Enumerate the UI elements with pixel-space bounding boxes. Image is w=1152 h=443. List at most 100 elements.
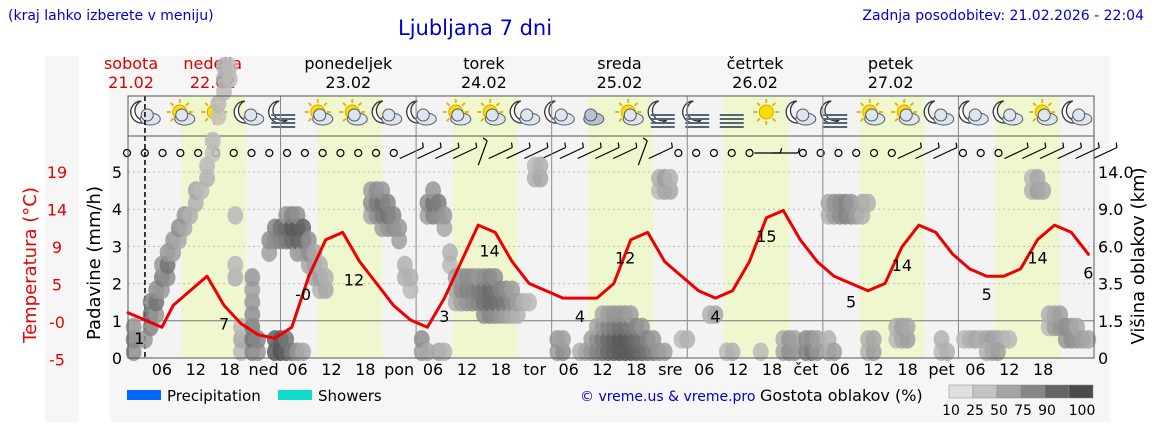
cloud-cell — [244, 268, 261, 287]
cloud-density-swatch — [996, 384, 1022, 399]
wind-barb — [452, 146, 477, 160]
x-tick-label: sre — [658, 360, 682, 379]
wind-calm-marker — [834, 148, 843, 158]
cloud-puff — [865, 108, 879, 122]
cloud-puff — [416, 108, 430, 122]
cloud-puff — [140, 108, 154, 122]
cloud-cell — [419, 342, 436, 362]
wind-calm-marker — [318, 148, 327, 158]
wind-barb-flag — [1080, 142, 1083, 148]
wind-calm-marker — [976, 148, 985, 158]
wind-barb — [1022, 146, 1047, 160]
cloud-cell — [1001, 330, 1018, 349]
day-date: 25.02 — [597, 73, 643, 92]
wind-barb-flag — [482, 137, 488, 142]
sun-cloud-icon — [856, 99, 886, 126]
sun-cloud-icon — [477, 99, 506, 126]
cloud-puff — [1072, 108, 1086, 122]
moon-fog-icon — [820, 100, 848, 128]
cloud-cell — [532, 156, 549, 176]
wind-barb — [1039, 146, 1064, 160]
wind-calm-marker — [994, 148, 1003, 158]
cloud-puff — [899, 108, 913, 122]
temperature-label: 1 — [134, 329, 144, 348]
wind-barb — [1004, 146, 1029, 160]
temperature-label: 12 — [344, 271, 364, 290]
wind-barb-flag — [1115, 142, 1118, 148]
moon-fog-icon — [647, 100, 675, 128]
legend: Precipitation Showers © vreme.us & vreme.p… — [127, 384, 1095, 419]
left-margin-panel — [45, 56, 79, 422]
wind-barb-flag — [955, 142, 958, 148]
cloud-height-tick-label: 0 — [1098, 349, 1108, 368]
wind-barb-flag — [1026, 142, 1029, 148]
cloud-puff — [554, 108, 568, 122]
sun-ray — [204, 102, 209, 107]
sun-ray — [480, 102, 485, 107]
moon-shape — [268, 100, 288, 124]
night-band — [788, 96, 823, 358]
last-updated: Zadnja posodobitev: 21.02.2026 - 22:04 — [862, 8, 1144, 24]
wind-barb-flag — [1097, 142, 1100, 148]
sun-ray — [633, 102, 639, 107]
wind-barb — [541, 146, 566, 160]
night-band — [958, 96, 996, 358]
temperature-label: 3 — [439, 307, 449, 326]
cloud-cell — [1035, 181, 1052, 200]
sun-ray — [445, 117, 451, 122]
cloud-density-tick: 25 — [966, 403, 984, 419]
wind-calm-marker — [709, 148, 719, 158]
moon-cloud-icon — [958, 100, 989, 126]
sun-disc — [758, 104, 774, 120]
cloud-density-tick: 75 — [1014, 403, 1032, 419]
sun-ray — [185, 102, 190, 107]
cloud-cell — [679, 330, 696, 349]
cloud-puff — [1037, 108, 1051, 122]
sun-cloud-icon — [891, 99, 920, 126]
x-tick-label: 06 — [694, 360, 714, 379]
day-date: 27.02 — [868, 73, 914, 92]
cloud-puff — [934, 108, 948, 122]
cloud-puff — [968, 108, 982, 122]
moon-shape — [647, 100, 668, 124]
wind-barb-flag — [582, 142, 585, 148]
x-tick-label: 18 — [220, 360, 240, 379]
x-tick-label: pon — [384, 360, 414, 379]
cloud-puff — [584, 108, 598, 122]
wind-barb-flag — [564, 142, 567, 148]
wind-barb-flag — [617, 142, 620, 148]
wind-calm-marker — [692, 148, 701, 158]
temperature-label: 12 — [615, 249, 635, 268]
moon-cloud-icon — [544, 100, 575, 126]
x-tick-label: 12 — [592, 360, 612, 379]
cloud-cell — [555, 330, 571, 349]
cloud-cell — [204, 131, 221, 151]
sun-ray — [323, 102, 328, 107]
location-hint: (kraj lahko izberete v meniju) — [8, 8, 214, 24]
cloud-cell — [899, 317, 916, 337]
precip-tick-label: 2 — [112, 275, 122, 294]
wind-barb-flag — [670, 142, 673, 148]
cloudy-icon — [583, 108, 605, 126]
cloud-cell — [227, 255, 244, 275]
cloud-density-tick: 50 — [990, 403, 1008, 419]
cloud-cell — [221, 57, 238, 76]
cloud-cell — [865, 330, 882, 349]
sun-cloud-icon — [442, 99, 472, 126]
cloud-puff — [313, 108, 327, 122]
day-name: torek — [463, 54, 505, 73]
wind-calm-marker — [282, 148, 292, 158]
temperature-label: 14 — [479, 241, 499, 260]
cloud-height-tick-label: 6.0 — [1098, 237, 1123, 256]
precipitation-legend-label: Precipitation — [167, 387, 261, 405]
cloud-puff — [244, 108, 258, 122]
temperature-label: 7 — [219, 314, 229, 333]
daylight-band — [859, 96, 925, 358]
night-band — [653, 96, 688, 358]
x-tick-label: 06 — [152, 360, 172, 379]
sun-ray — [307, 117, 313, 122]
moon-cloud-icon — [233, 100, 265, 126]
wind-calm-marker — [674, 148, 683, 158]
wind-calm-marker — [336, 148, 345, 158]
